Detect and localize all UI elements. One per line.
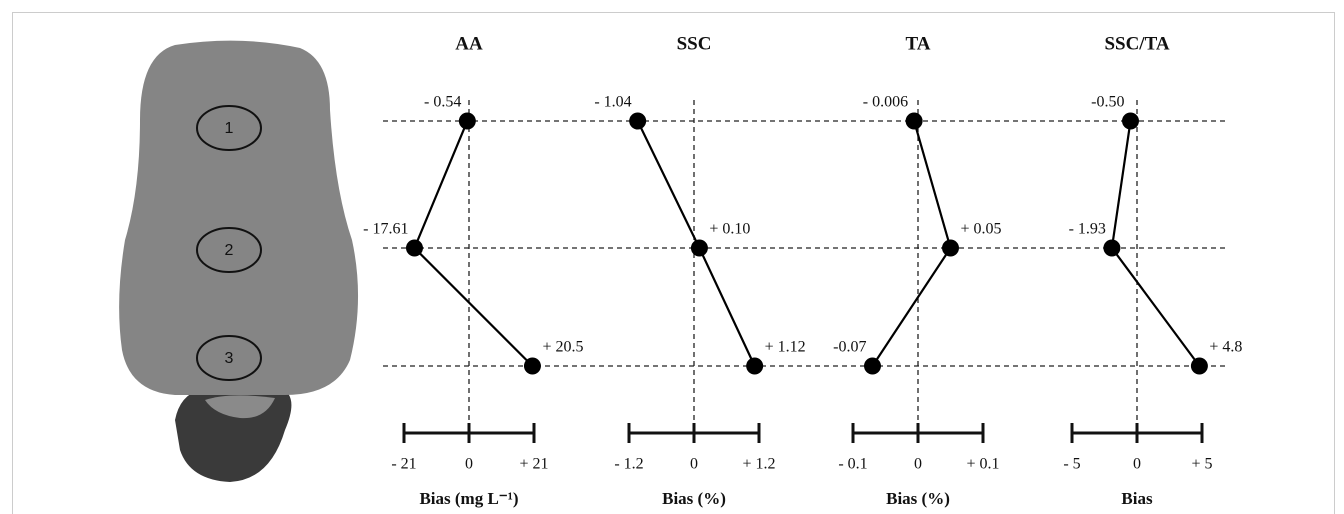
x-axis-label: Bias	[1121, 489, 1153, 508]
point	[405, 239, 423, 257]
value-label: - 1.04	[594, 94, 631, 111]
point	[1190, 357, 1208, 375]
frame	[12, 12, 1335, 514]
chart-title: SSC	[677, 33, 712, 54]
point	[905, 112, 923, 130]
chart-title: AA	[455, 33, 483, 54]
nut-highlight	[205, 395, 275, 419]
region-circle	[196, 227, 262, 273]
value-label: - 0.006	[863, 94, 908, 111]
value-label: + 1.12	[765, 339, 806, 356]
x-tick-label: + 0.1	[966, 456, 999, 473]
x-axis-label: Bias (%)	[886, 489, 950, 508]
region-circle	[196, 105, 262, 151]
point	[523, 357, 541, 375]
point	[864, 357, 881, 375]
point	[1103, 239, 1121, 257]
x-tick-label: 0	[914, 456, 922, 473]
value-label: -0.07	[833, 339, 866, 356]
value-label: - 0.54	[424, 94, 461, 111]
point	[629, 112, 647, 130]
fruit	[119, 40, 359, 482]
profile-line	[1110, 120, 1201, 367]
x-axis-label: Bias (mg L⁻¹)	[419, 489, 518, 508]
x-tick-label: - 0.1	[838, 456, 867, 473]
x-tick-label: - 5	[1063, 456, 1080, 473]
x-tick-label: - 21	[391, 456, 416, 473]
region-label: 3	[225, 350, 234, 367]
profile-line	[413, 120, 534, 367]
apple	[119, 40, 359, 396]
x-tick-label: + 21	[519, 456, 548, 473]
x-tick-label: 0	[1133, 456, 1141, 473]
value-label: + 20.5	[542, 339, 583, 356]
x-tick-label: + 5	[1191, 456, 1212, 473]
value-label: + 0.10	[709, 221, 750, 238]
x-axis-label: Bias (%)	[662, 489, 726, 508]
chart-title: SSC/TA	[1104, 33, 1169, 54]
region-label: 1	[225, 120, 234, 137]
point	[1122, 112, 1139, 130]
value-label: - 1.93	[1069, 221, 1106, 238]
point	[690, 239, 708, 257]
x-tick-label: + 1.2	[742, 456, 775, 473]
x-tick-label: - 1.2	[614, 456, 643, 473]
profile-line	[871, 120, 952, 367]
x-tick-label: 0	[690, 456, 698, 473]
point	[942, 239, 959, 257]
chart-title: TA	[906, 33, 931, 54]
region-label: 2	[225, 242, 234, 259]
region-circle	[196, 335, 262, 381]
value-label: -0.50	[1091, 94, 1124, 111]
value-label: + 0.05	[961, 221, 1002, 238]
value-label: + 4.8	[1209, 339, 1242, 356]
point	[746, 357, 764, 375]
x-tick-label: 0	[465, 456, 473, 473]
value-label: - 17.61	[363, 221, 408, 238]
point	[458, 112, 476, 130]
